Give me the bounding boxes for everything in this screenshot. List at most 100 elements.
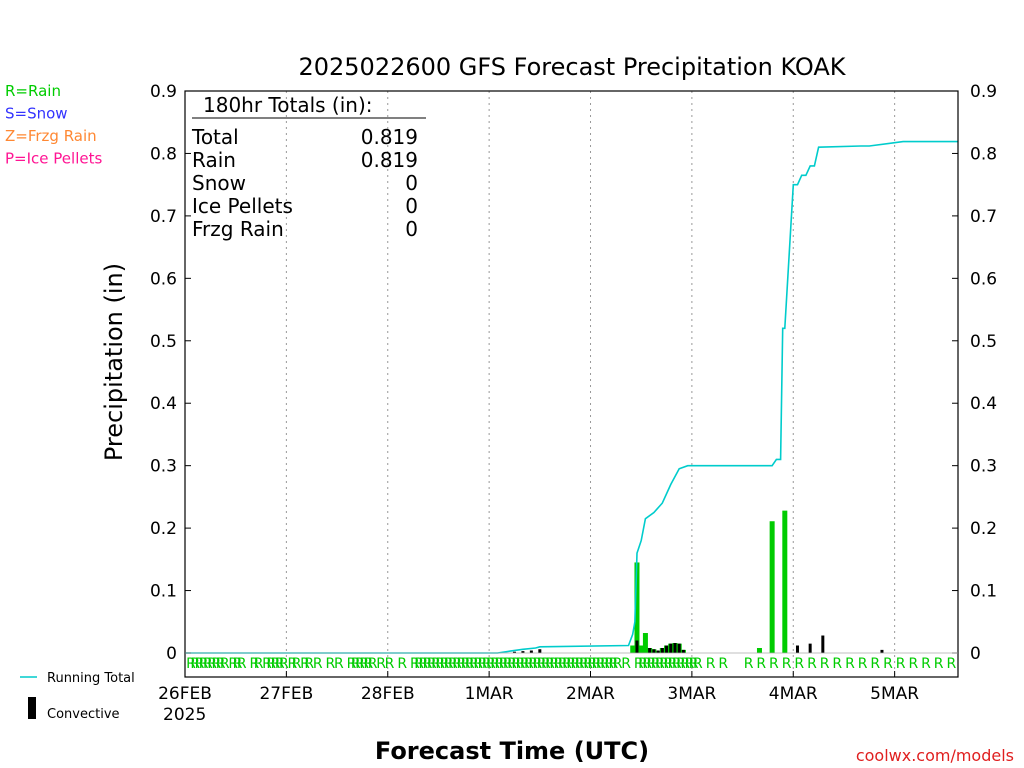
ptype-letter: R — [288, 656, 298, 672]
ptype-letter: R — [469, 656, 479, 672]
ptype-letter: R — [516, 656, 526, 672]
grid-lines — [285, 91, 896, 677]
ptype-letter: R — [533, 656, 543, 672]
ptype-letter: R — [634, 656, 644, 672]
y-tick-label-left: 0.4 — [150, 394, 177, 414]
ptype-letter: R — [655, 656, 665, 672]
ptype-letter: R — [870, 656, 880, 672]
y-tick-label-left: 0.6 — [150, 269, 177, 289]
totals-row-label: Snow — [192, 171, 246, 195]
y-tick-label-left: 0.8 — [150, 144, 177, 164]
ptype-letter: R — [946, 656, 956, 672]
bar-rain — [782, 510, 788, 653]
ptype-letter: R — [435, 656, 445, 672]
ptype-letter: R — [410, 656, 420, 672]
ptype-letter: R — [423, 656, 433, 672]
ptype-letter: R — [596, 656, 606, 672]
x-tick-label: 26FEB — [158, 684, 212, 704]
bar-rain — [634, 562, 640, 653]
ptype-letter: R — [228, 656, 238, 672]
ptype-legend-item: P=Ice Pellets — [5, 150, 102, 168]
y-tick-label-right: 0.9 — [970, 82, 997, 102]
bar-convective — [660, 648, 664, 653]
ptype-letter: R — [613, 656, 623, 672]
ptype-letter: R — [524, 656, 534, 672]
y-tick-label-left: 0.9 — [150, 82, 177, 102]
ptype-letter: R — [528, 656, 538, 672]
ptype-letter: R — [680, 656, 690, 672]
running-total-line — [185, 140, 958, 654]
ptype-letter: R — [486, 656, 496, 672]
bar-convective — [648, 648, 652, 653]
totals-box: 180hr Totals (in): Total 0.819 Rain 0.819 Sno… — [191, 93, 426, 241]
ptype-legend-item: S=Snow — [5, 105, 68, 123]
ptype-letter: R — [579, 656, 589, 672]
ptype-letter: R — [520, 656, 530, 672]
ptype-letter: R — [385, 656, 395, 672]
ptype-letter: R — [418, 656, 428, 672]
totals-row-label: Rain — [192, 148, 236, 172]
ptype-letter: R — [364, 656, 374, 672]
ptype-letter: R — [820, 656, 830, 672]
ptype-letter: R — [676, 656, 686, 672]
ptype-letter: R — [355, 656, 365, 672]
legend-label: Running Total — [47, 671, 135, 686]
totals-row-value: 0.819 — [361, 148, 418, 172]
ptype-letter: R — [689, 656, 699, 672]
ptype-letter: R — [186, 656, 196, 672]
ptype-legend: R=Rain S=Snow Z=Frzg Rain P=Ice Pellets — [5, 82, 102, 168]
ptype-letter: R — [431, 656, 441, 672]
legend-label: Convective — [47, 707, 120, 722]
ptype-legend-item: Z=Frzg Rain — [5, 127, 97, 145]
totals-row-label: Total — [191, 125, 239, 149]
totals-row-value: 0 — [405, 194, 418, 218]
ptype-letter: R — [541, 656, 551, 672]
bar-rain — [630, 645, 636, 653]
bar-rain — [642, 633, 648, 653]
ptype-letter: R — [427, 656, 437, 672]
ptype-letter: R — [571, 656, 581, 672]
footer-credit: coolwx.com/models — [856, 746, 1014, 765]
ptype-letter: R — [896, 656, 906, 672]
ptype-letter: R — [300, 656, 310, 672]
ptype-letter: R — [794, 656, 804, 672]
ptype-letter: R — [211, 656, 221, 672]
x-tick-label: 28FEB — [361, 684, 415, 704]
ptype-letter: R — [292, 656, 302, 672]
bar-convective — [669, 643, 673, 653]
ptype-letter: R — [600, 656, 610, 672]
ptype-letter: R — [537, 656, 547, 672]
totals-row-label: Frzg Rain — [192, 217, 284, 241]
bar-rain — [756, 648, 762, 653]
bar-marks — [512, 510, 884, 653]
ptype-letter: R — [490, 656, 500, 672]
ptype-letter: R — [482, 656, 492, 672]
bar-convective — [677, 643, 681, 653]
ptype-letter: R — [444, 656, 454, 672]
ptype-letter: R — [807, 656, 817, 672]
y-tick-label-left: 0.3 — [150, 457, 177, 477]
y-tick-label-right: 0.8 — [970, 144, 997, 164]
totals-row-value: 0 — [405, 171, 418, 195]
y-tick-label-left: 0.7 — [150, 207, 177, 227]
ptype-letter: R — [351, 656, 361, 672]
ptype-letter: R — [376, 656, 386, 672]
bar-convective — [880, 649, 884, 653]
ptype-letter: R — [279, 656, 289, 672]
ptype-letter: R — [237, 656, 247, 672]
ptype-letter: R — [313, 656, 323, 672]
ptype-letter: R — [262, 656, 272, 672]
axes: 0 00.1 0.10.2 0.20.3 0.30.4 0.40.5 0.50.6 0.60.… — [150, 82, 997, 704]
ptype-letter: R — [507, 656, 517, 672]
x-tick-label: 1MAR — [465, 684, 514, 704]
ptype-letter: R — [782, 656, 792, 672]
y-tick-label-right: 0 — [970, 644, 981, 664]
ptype-letter: R — [672, 656, 682, 672]
ptype-letter: R — [249, 656, 259, 672]
ptype-letter: R — [266, 656, 276, 672]
bar-convective — [665, 645, 669, 653]
x-tick-label: 2MAR — [566, 684, 615, 704]
x-tick-label: 3MAR — [667, 684, 716, 704]
ptype-letter: R — [934, 656, 944, 672]
